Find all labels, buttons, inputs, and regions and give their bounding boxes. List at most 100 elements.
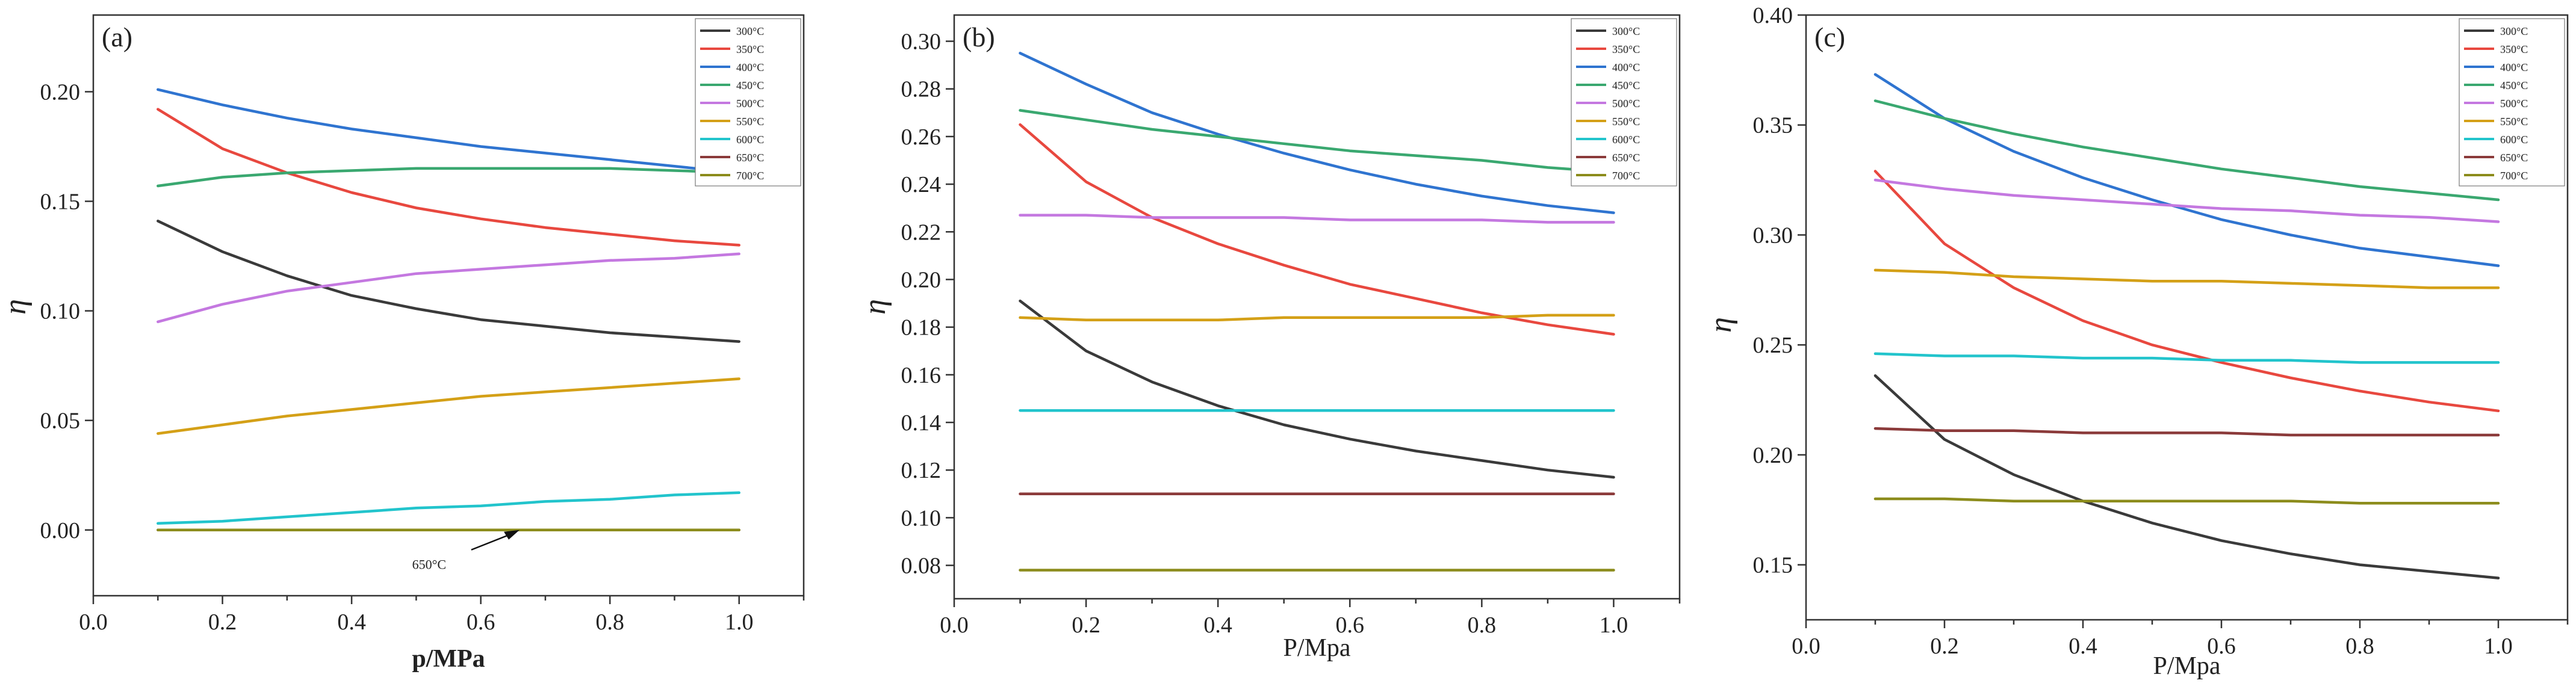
panel-c-y-tick-label: 0.20 [1753, 443, 1793, 468]
panel-b-y-tick-label: 0.30 [901, 29, 942, 55]
panel-b-legend-label: 700°C [1612, 170, 1640, 182]
panel-a-series-line [157, 252, 740, 324]
panel-a-series-line [157, 88, 740, 175]
panel-a-x-tick-label: 0.0 [79, 610, 108, 635]
panel-a-y-tick-label: 0.05 [40, 409, 81, 434]
panel-c-legend-label: 600°C [2500, 134, 2528, 146]
panel-c-x-tick-label: 0.4 [2069, 634, 2097, 659]
panel-a-legend-label: 600°C [736, 134, 764, 146]
panel-c-legend-label: 550°C [2500, 116, 2528, 128]
panel-a-plot-frame [92, 14, 805, 597]
panel-b-x-tick-label: 0.8 [1468, 613, 1497, 638]
chart-panel-b: 0.0 0.2 0.4 0.6 0.8 1.0 0.08 0.10 0.12 0.14 0.16 0.… [858, 14, 1681, 662]
panel-c-legend-label: 300°C [2500, 25, 2528, 37]
panel-c-plot-frame [1805, 14, 2569, 621]
panel-a-x-axis-label: p/MPa [412, 645, 485, 673]
panel-b-y-tick-label: 0.26 [901, 125, 942, 150]
panel-c-series-line [1873, 170, 2500, 413]
panel-a-x-tick-label: 0.4 [337, 610, 366, 635]
panel-b-y-tick-label: 0.28 [901, 77, 942, 102]
panel-c-x-tick-label: 0.0 [1792, 634, 1820, 659]
chart-panel-c: 0.0 0.2 0.4 0.6 0.8 1.0 0.15 0.20 0.25 0.30 0.35 0.… [1704, 3, 2569, 680]
panel-b-y-axis-label: η [858, 299, 892, 315]
panel-b-legend-label: 300°C [1612, 25, 1640, 37]
panel-b-y-tick-label: 0.18 [901, 315, 942, 341]
panel-c-legend-label: 700°C [2500, 170, 2528, 182]
panel-b-y-tick-label: 0.10 [901, 505, 942, 531]
panel-a-annotation-label: 650°C [412, 557, 446, 572]
panel-a-y-axis-label: η [0, 299, 33, 315]
panel-b-legend-label: 600°C [1612, 134, 1640, 146]
panel-a-y-tick-label: 0.20 [40, 79, 81, 105]
panel-a-legend-label: 400°C [736, 61, 764, 73]
panel-a-y-tick-label: 0.15 [40, 190, 81, 215]
panel-b-y-tick-label: 0.08 [901, 554, 942, 579]
panel-a-x-tick-label: 0.2 [208, 610, 237, 635]
panel-b-x-tick-label: 1.0 [1600, 613, 1628, 638]
panel-a-legend-label: 450°C [736, 79, 764, 91]
panel-b-legend-label: 400°C [1612, 61, 1640, 73]
panel-a-legend-label: 500°C [736, 97, 764, 110]
panel-b-legend-label: 450°C [1612, 79, 1640, 91]
panel-b-panel-label: (b) [963, 22, 995, 52]
panel-a-series-line [157, 491, 740, 525]
panel-b-series-line [1019, 123, 1615, 336]
panel-a-x-tick-label: 0.8 [595, 610, 624, 635]
panel-a-legend-label: 650°C [736, 152, 764, 164]
panel-c-series-line [1873, 497, 2500, 505]
panel-b-series-line [1019, 214, 1615, 224]
panel-a-y-tick-label: 0.10 [40, 299, 81, 324]
panel-a-y-tick-label: 0.00 [40, 518, 81, 543]
panel-b-series-line [1019, 299, 1615, 479]
panel-c-legend-label: 400°C [2500, 61, 2528, 73]
panel-a-annotation-arrow [471, 533, 513, 551]
panel-b-series-line [1019, 109, 1615, 174]
panel-b-legend-label: 650°C [1612, 152, 1640, 164]
panel-a-series-line [157, 108, 740, 247]
panel-c-series-line [1873, 374, 2500, 579]
panel-c-y-tick-label: 0.40 [1753, 3, 1793, 28]
panel-c-x-axis-label: P/Mpa [2153, 652, 2220, 680]
panel-b-y-tick-label: 0.16 [901, 363, 942, 388]
panel-a-x-tick-label: 1.0 [725, 610, 754, 635]
panel-c-y-tick-label: 0.30 [1753, 223, 1793, 248]
panel-a-legend-label: 300°C [736, 25, 764, 37]
panel-c-y-tick-label: 0.35 [1753, 113, 1793, 138]
panel-b-legend-label: 350°C [1612, 43, 1640, 55]
panel-b-x-tick-label: 0.2 [1072, 613, 1100, 638]
panel-a-annotation-arrowhead [504, 530, 520, 540]
panel-a-panel-label: (a) [102, 22, 132, 52]
panel-c-legend-label: 350°C [2500, 43, 2528, 55]
panel-b-y-tick-label: 0.12 [901, 458, 942, 483]
panel-c-series-line [1873, 268, 2500, 289]
panel-a-legend-label: 550°C [736, 116, 764, 128]
panel-c-legend-label: 450°C [2500, 79, 2528, 91]
panel-c-series-line [1873, 178, 2500, 223]
panel-c-legend-label: 500°C [2500, 97, 2528, 110]
chart-panel-a: 0.0 0.2 0.4 0.6 0.8 1.0 0.00 0.05 0.10 0.15 0.20 30… [0, 14, 805, 673]
panel-a-legend-label: 700°C [736, 170, 764, 182]
panel-b-series-line [1019, 314, 1615, 322]
panel-b-y-tick-label: 0.22 [901, 220, 942, 245]
panel-b-series-line [1019, 52, 1615, 214]
panel-a-series-line [157, 377, 740, 435]
panel-c-x-tick-label: 0.2 [1930, 634, 1959, 659]
panel-c-x-tick-label: 0.8 [2345, 634, 2374, 659]
panel-b-legend-label: 500°C [1612, 97, 1640, 110]
panel-c-y-tick-label: 0.25 [1753, 333, 1793, 358]
panel-c-y-tick-label: 0.15 [1753, 553, 1793, 578]
panel-c-legend-label: 650°C [2500, 152, 2528, 164]
panel-a-series-line [157, 220, 740, 343]
panel-b-y-tick-label: 0.24 [901, 172, 942, 197]
panel-c-x-tick-label: 0.6 [2207, 634, 2236, 659]
panel-c-series-line [1873, 73, 2500, 267]
panel-c-y-axis-label: η [1704, 317, 1738, 333]
panel-b-x-tick-label: 0.6 [1336, 613, 1365, 638]
panel-a-legend-label: 350°C [736, 43, 764, 55]
panel-c-panel-label: (c) [1814, 22, 1845, 52]
panel-b-y-tick-label: 0.20 [901, 267, 942, 292]
panel-b-y-tick-label: 0.14 [901, 410, 942, 436]
panel-c-x-tick-label: 1.0 [2484, 634, 2513, 659]
